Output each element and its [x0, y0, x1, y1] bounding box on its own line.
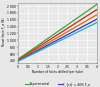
Y-axis label: Thrust force F_a (N): Thrust force F_a (N): [2, 18, 6, 47]
Legend: Experimental, F_{ct} = 80% F_a, F_{ct} = 60% F_a, F_{ct} = 40% F_a, F_{ct} = 20%: Experimental, F_{ct} = 80% F_a, F_{ct} =…: [25, 82, 90, 87]
X-axis label: Number of holes drilled (per hole): Number of holes drilled (per hole): [32, 70, 83, 74]
